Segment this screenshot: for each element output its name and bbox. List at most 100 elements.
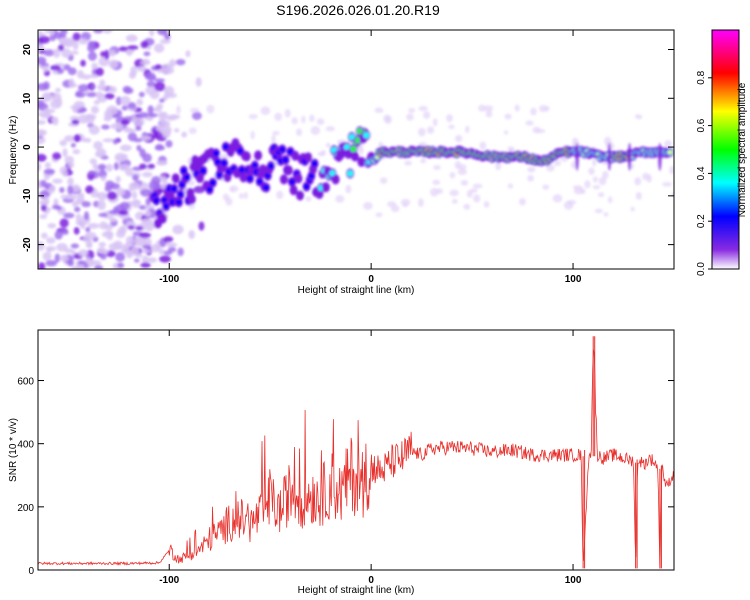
halo-blob — [536, 129, 546, 134]
noise-blob — [90, 105, 100, 114]
halo-blob — [345, 184, 352, 194]
halo-blob — [433, 165, 441, 170]
noise-blob — [63, 39, 74, 48]
ridge-outer — [294, 173, 303, 184]
noise-blob — [177, 247, 184, 257]
ridge-outer — [284, 165, 293, 176]
noise-blob — [141, 255, 150, 265]
noise-blob — [64, 155, 75, 165]
ridge-mid — [267, 162, 274, 169]
noise-blob — [104, 93, 115, 100]
noise-blob — [132, 199, 142, 206]
ridge-outer — [357, 156, 366, 167]
halo-blob — [662, 182, 672, 187]
noise-blob — [56, 243, 68, 252]
noise-blob — [159, 119, 167, 127]
halo-blob — [472, 183, 483, 189]
ridge-outer — [350, 151, 359, 162]
noise-blob — [54, 87, 62, 93]
spectrogram-x-label: Height of straight line (km) — [298, 285, 415, 296]
spectrogram-y-label: Frequency (Hz) — [8, 116, 19, 185]
ridge-mid — [171, 185, 178, 192]
noise-blob — [46, 247, 52, 253]
noise-blob — [141, 249, 152, 254]
noise-blob — [88, 170, 97, 175]
spectrogram-ytick-label: 0 — [22, 144, 33, 150]
noise-blob — [125, 235, 135, 246]
noise-blob — [52, 48, 61, 58]
noise-blob — [152, 183, 162, 190]
ridge-mid — [213, 150, 220, 157]
noise-blob — [95, 91, 103, 99]
halo-blob — [230, 186, 235, 193]
noise-blob — [115, 96, 122, 106]
ridge-outer — [279, 174, 288, 185]
colorbar: 0.0 0.2 0.4 0.6 0.8 Normalized spectral ampl… — [696, 29, 748, 276]
ridge-outer — [158, 213, 167, 224]
ridge-mid — [263, 184, 270, 191]
ridge-mid — [288, 178, 295, 185]
noise-blob — [118, 210, 129, 216]
noise-blob — [144, 210, 151, 218]
ridge-mid — [177, 191, 184, 198]
halo-blob — [375, 212, 383, 218]
halo-blob — [602, 170, 609, 180]
noise-blob — [59, 139, 68, 147]
halo-blob — [544, 105, 550, 112]
noise-blob — [156, 30, 168, 36]
noise-blob — [120, 244, 131, 255]
noise-blob — [70, 243, 80, 249]
spectrogram-heatmap — [38, 30, 674, 269]
noise-blob — [59, 254, 69, 262]
noise-blob — [67, 67, 77, 76]
noise-blob — [145, 197, 151, 207]
halo-blob — [530, 107, 537, 116]
noise-blob — [38, 153, 47, 162]
snr-xtick-label: -100 — [159, 575, 179, 586]
halo-blob — [188, 127, 197, 135]
noise-blob — [130, 66, 138, 76]
ridge-mid — [238, 166, 245, 173]
noise-blob — [163, 250, 173, 256]
noise-blob — [102, 30, 113, 34]
halo-blob — [592, 157, 597, 167]
noise-blob — [146, 80, 156, 88]
noise-blob — [128, 182, 141, 191]
noise-blob — [115, 187, 126, 197]
noise-blob — [71, 265, 83, 269]
halo-blob — [519, 198, 526, 206]
halo-blob — [420, 157, 427, 164]
noise-blob — [97, 200, 106, 211]
ridge-mid — [343, 144, 350, 151]
noise-blob — [40, 232, 48, 239]
halo-blob — [325, 142, 331, 148]
noise-blob — [50, 64, 61, 71]
ridge-mid — [200, 167, 207, 174]
noise-blob — [58, 33, 67, 38]
noise-blob — [159, 98, 165, 103]
snr-panel: -100 0 100 0 200 400 600 Height of straight l… — [8, 329, 675, 596]
halo-blob — [484, 105, 494, 112]
halo-blob — [592, 176, 598, 183]
noise-blob — [147, 257, 157, 263]
noise-blob — [70, 50, 79, 55]
halo-blob — [260, 106, 271, 115]
noise-blob — [93, 30, 104, 34]
noise-blob — [90, 191, 100, 198]
snr-x-label: Height of straight line (km) — [298, 585, 415, 596]
noise-blob — [57, 44, 65, 52]
spectrogram-ytick-label: 10 — [22, 92, 33, 104]
noise-blob — [39, 112, 52, 119]
noise-blob — [162, 129, 171, 139]
noise-blob — [150, 244, 161, 253]
noise-blob — [154, 81, 166, 92]
ridge-outer — [239, 172, 248, 183]
noise-blob — [151, 175, 161, 185]
noise-blob — [159, 255, 171, 263]
noise-blob — [73, 134, 81, 143]
noise-blob — [59, 218, 69, 228]
halo-blob — [514, 104, 520, 112]
noise-blob — [123, 87, 134, 94]
noise-blob — [45, 237, 56, 244]
halo-blob — [432, 118, 438, 127]
